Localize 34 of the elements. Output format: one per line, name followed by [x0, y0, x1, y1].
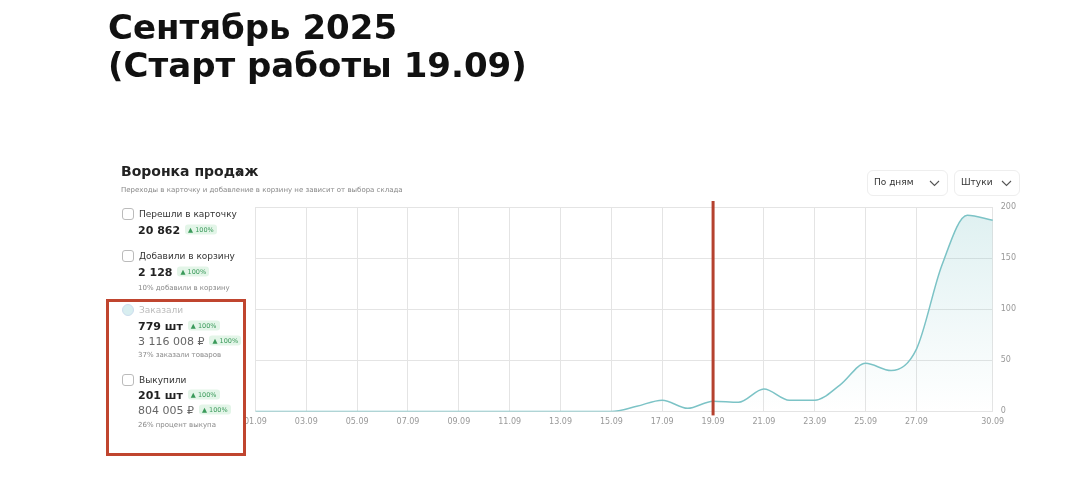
x-tick-label: 01.09 — [244, 417, 267, 427]
text: Выкупили — [139, 375, 187, 385]
y-tick-label: 200 — [1000, 202, 1017, 212]
text: По дням — [874, 177, 914, 187]
x-tick-label: 07.09 — [396, 417, 420, 427]
x-tick-label: 23.09 — [803, 417, 827, 427]
x-tick-label: 21.09 — [752, 417, 776, 427]
x-tick-label: 03.09 — [294, 417, 318, 427]
chart-title: Сентябрь 2025 (Старт работы 19.09) — [108, 7, 527, 85]
text: 2 128 — [138, 265, 173, 279]
text: 3 116 008 ₽ — [138, 334, 205, 348]
x-tick-label: 25.09 — [854, 417, 878, 427]
text: 779 шт — [138, 319, 183, 333]
y-tick-label: 50 — [1000, 355, 1011, 365]
text: Перешли в карточку — [139, 209, 237, 219]
chart-subtitle: Воронка продаж — [121, 163, 259, 179]
text: 201 шт — [138, 388, 183, 402]
text: 804 005 ₽ — [138, 403, 194, 417]
y-tick-label: 0 — [1000, 406, 1006, 416]
x-tick-label: 09.09 — [447, 417, 471, 427]
text: Заказали — [139, 305, 184, 315]
y-tick-label: 100 — [1000, 304, 1017, 314]
x-tick-label: 19.09 — [701, 417, 725, 427]
text: Добавили в корзину — [139, 251, 235, 261]
text: 20 862 — [138, 223, 181, 237]
x-tick-label: 11.09 — [498, 417, 522, 427]
text: Штуки — [961, 177, 993, 187]
x-tick-label: 30.09 — [981, 417, 1005, 427]
x-tick-label: 13.09 — [549, 417, 572, 427]
y-tick-label: 150 — [1000, 253, 1017, 263]
x-tick-label: 15.09 — [599, 417, 623, 427]
x-tick-label: 17.09 — [650, 417, 674, 427]
x-tick-label: 27.09 — [905, 417, 928, 427]
x-tick-label: 05.09 — [345, 417, 369, 427]
